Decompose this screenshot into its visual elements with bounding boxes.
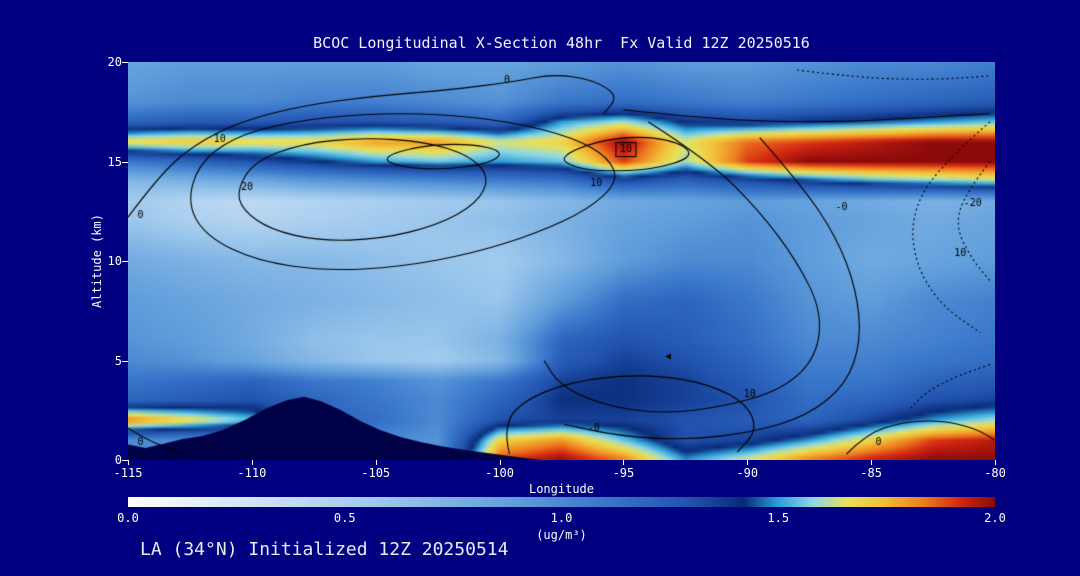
colorbar-tick-label: 0.0 [117, 511, 139, 525]
y-tick-label: 15 [107, 154, 122, 169]
init-caption: LA (34°N) Initialized 12Z 20250514 [140, 539, 509, 560]
chart-title: BCOC Longitudinal X-Section 48hr Fx Vali… [313, 34, 810, 52]
y-tick-mark [122, 360, 128, 362]
y-tick-mark [122, 161, 128, 163]
x-tick-mark [995, 460, 996, 465]
x-tick-label: -90 [736, 466, 759, 480]
y-tick-label: 10 [107, 254, 122, 268]
x-tick-mark [251, 460, 253, 465]
x-tick-mark [623, 460, 625, 465]
x-tick-label: -100 [485, 466, 515, 480]
y-tick-mark [122, 62, 128, 63]
x-axis-title: Longitude [528, 482, 595, 496]
x-tick-mark [128, 460, 129, 465]
x-tick-label: -95 [612, 466, 635, 480]
colorbar-tick-label: 1.0 [550, 511, 573, 525]
x-tick-label: -110 [237, 466, 267, 480]
contour-field-canvas [128, 62, 995, 460]
x-tick-mark [375, 460, 377, 465]
x-tick-label: -115 [113, 466, 143, 480]
y-tick-mark [122, 261, 128, 262]
colorbar-units: (ug/m³) [536, 528, 587, 542]
x-tick-label: -105 [361, 466, 391, 480]
y-tick-label: 0 [114, 453, 122, 467]
y-tick-label: 20 [107, 55, 122, 69]
colorbar-tick-label: 1.5 [767, 511, 790, 525]
x-tick-label: -80 [984, 466, 1006, 480]
x-tick-mark [499, 460, 501, 465]
y-tick-mark [122, 460, 128, 461]
x-tick-label: -85 [860, 466, 882, 480]
x-tick-mark [747, 460, 749, 465]
colorbar-tick-label: 0.5 [333, 511, 356, 525]
x-tick-mark [871, 460, 873, 465]
colorbar [128, 497, 995, 507]
colorbar-tick-label: 2.0 [984, 511, 1006, 525]
y-tick-label: 5 [114, 353, 122, 368]
